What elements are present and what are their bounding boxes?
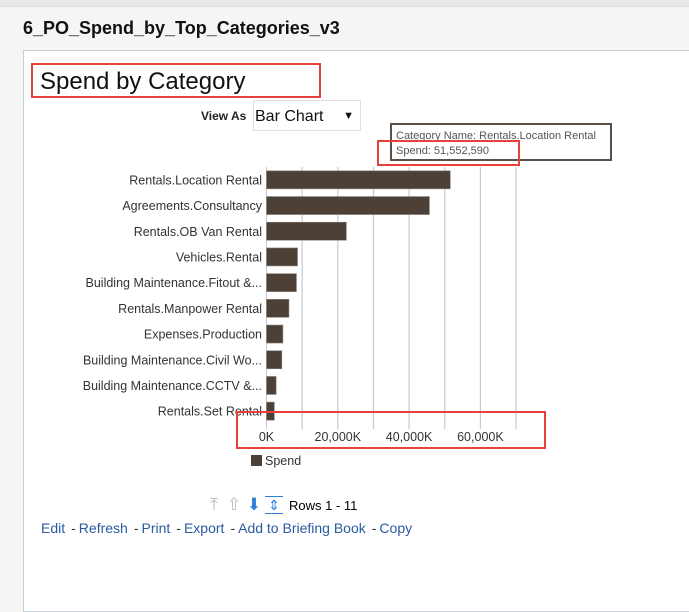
chart-title: Spend by Category [40,68,246,95]
chart-tooltip: Category Name: Rentals.Location Rental S… [390,123,612,161]
view-as-value: Bar Chart [255,108,324,125]
separator: - [230,520,236,536]
x-tick-label: 60,000K [457,430,504,444]
x-tick-label: 0K [259,430,275,444]
bar [266,196,430,215]
add-to-briefing-book-link[interactable]: Add to Briefing Book [238,520,366,536]
separator: - [371,520,377,536]
edit-link[interactable]: Edit [41,520,66,536]
category-label: Rentals.Set Rental [158,405,262,419]
legend-swatch [251,455,262,466]
highlight-box-axis [236,411,546,449]
category-label: Agreements.Consultancy [122,199,262,213]
bar [266,273,297,292]
category-label: Vehicles.Rental [176,250,262,264]
category-label: Building Maintenance.CCTV &... [83,379,262,393]
tooltip-category: Category Name: Rentals.Location Rental [396,130,596,142]
bar [266,221,347,241]
view-as-select[interactable]: Bar Chart ▼ [253,100,361,131]
bar [266,376,277,395]
bar [266,350,283,370]
first-page-icon[interactable]: ⤒ [210,495,218,514]
x-tick-label: 40,000K [386,430,433,444]
highlight-box-spend [377,140,520,166]
print-link[interactable]: Print [141,520,171,536]
next-page-icon[interactable]: ⬇ [246,495,262,514]
category-label: Rentals.OB Van Rental [134,225,262,239]
bar-chart: Rentals.Location Rental Agreements.Consul… [83,167,517,468]
report-links: Edit - Refresh - Print - Export - Add to Briefin… [41,520,412,536]
view-as-label: View As [201,109,247,123]
category-label: Building Maintenance.Fitout &... [86,276,263,290]
separator: - [71,520,76,536]
dropdown-arrow-icon: ▼ [343,110,354,122]
bar [266,247,298,267]
legend-label: Spend [265,454,301,468]
bar [266,170,451,190]
highlight-box-title [31,63,321,98]
tooltip-spend: Spend: 51,552,590 [396,145,489,157]
bar [266,324,284,344]
previous-page-icon[interactable]: ⇧ [226,495,242,514]
rows-label: Rows 1 - 11 [289,497,358,513]
x-tick-label: 20,000K [315,430,362,444]
separator: - [133,520,139,536]
category-label: Expenses.Production [144,328,262,342]
bar [266,299,290,318]
all-rows-icon[interactable]: ⇕ [265,496,283,514]
copy-link[interactable]: Copy [379,520,413,536]
category-label: Rentals.Manpower Rental [118,302,262,316]
category-label: Building Maintenance.Civil Wo... [83,353,262,367]
separator: - [176,520,181,536]
category-label: Rentals.Location Rental [129,173,262,187]
top-bar [0,0,689,7]
pager: ⤒ ⇧ ⬇ ⇕ Rows 1 - 11 [205,495,358,514]
refresh-link[interactable]: Refresh [78,520,128,536]
export-link[interactable]: Export [183,520,225,536]
page-title: 6_PO_Spend_by_Top_Categories_v3 [23,18,340,38]
